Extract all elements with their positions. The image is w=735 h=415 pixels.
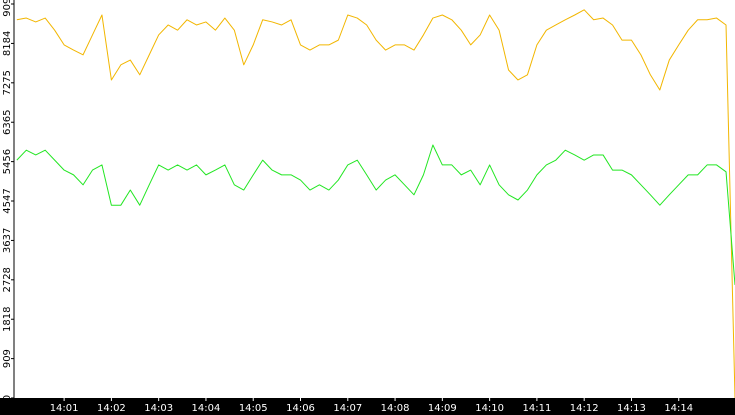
x-tick-label: 14:01	[50, 403, 79, 414]
x-tick-label: 14:13	[617, 403, 646, 414]
y-tick-label: 3637	[2, 228, 13, 253]
x-tick-label: 14:03	[144, 403, 173, 414]
y-tick-label: 7275	[2, 70, 13, 95]
x-tick-label: 14:08	[381, 403, 410, 414]
x-tick-label: 14:10	[475, 403, 504, 414]
x-tick-label: 14:07	[333, 403, 362, 414]
x-tick-label: 14:14	[664, 403, 693, 414]
x-tick-label: 14:12	[570, 403, 599, 414]
y-tick-label: 8184	[2, 31, 13, 56]
y-tick-label: 1818	[2, 307, 13, 332]
y-tick-label: 0	[2, 395, 13, 401]
y-tick-label: 2728	[2, 267, 13, 292]
y-tick-label: 9094	[2, 0, 13, 17]
x-tick-label: 14:11	[522, 403, 551, 414]
y-tick-label: 4547	[2, 188, 13, 213]
y-tick-label: 909	[2, 349, 13, 368]
x-tick-label: 14:06	[286, 403, 315, 414]
x-tick-label: 14:02	[97, 403, 126, 414]
x-tick-label: 14:04	[192, 403, 221, 414]
series-line	[16, 9, 735, 399]
x-axis-band	[0, 398, 735, 415]
series-line	[16, 144, 735, 285]
y-tick-label: 6365	[2, 110, 13, 135]
x-tick-label: 14:09	[428, 403, 457, 414]
y-tick-label: 5456	[2, 149, 13, 174]
x-tick-label: 14:05	[239, 403, 268, 414]
